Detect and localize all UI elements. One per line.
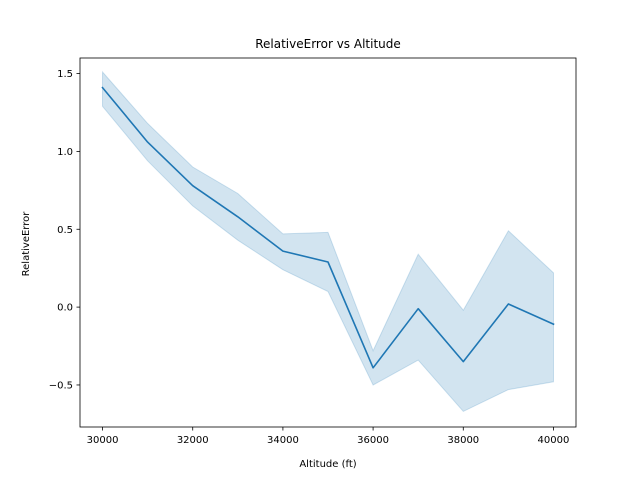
x-tick-label: 34000: [267, 435, 299, 446]
x-axis-label: Altitude (ft): [299, 459, 356, 470]
y-tick-label: 1.5: [57, 69, 73, 80]
plot-area: 30000 32000 34000 36000 38000 40000 −0.5 0.0 0.5…: [49, 57, 577, 446]
x-tick-label: 36000: [357, 435, 389, 446]
chart-title: RelativeError vs Altitude: [255, 37, 401, 51]
x-tick-label: 30000: [87, 435, 119, 446]
series-line: [101, 86, 555, 369]
x-tick-label: 32000: [177, 435, 209, 446]
confidence-band: [102, 70, 554, 413]
x-tick-label: 38000: [447, 435, 479, 446]
y-tick-label: 1.0: [57, 147, 73, 158]
axes-frame: [79, 57, 577, 428]
y-axis-label: RelativeError: [21, 211, 32, 277]
y-tick-label: 0.5: [57, 225, 73, 236]
y-tick-label: 0.0: [57, 303, 73, 314]
x-tick-label: 40000: [538, 435, 570, 446]
y-tick-label: −0.5: [49, 380, 73, 391]
